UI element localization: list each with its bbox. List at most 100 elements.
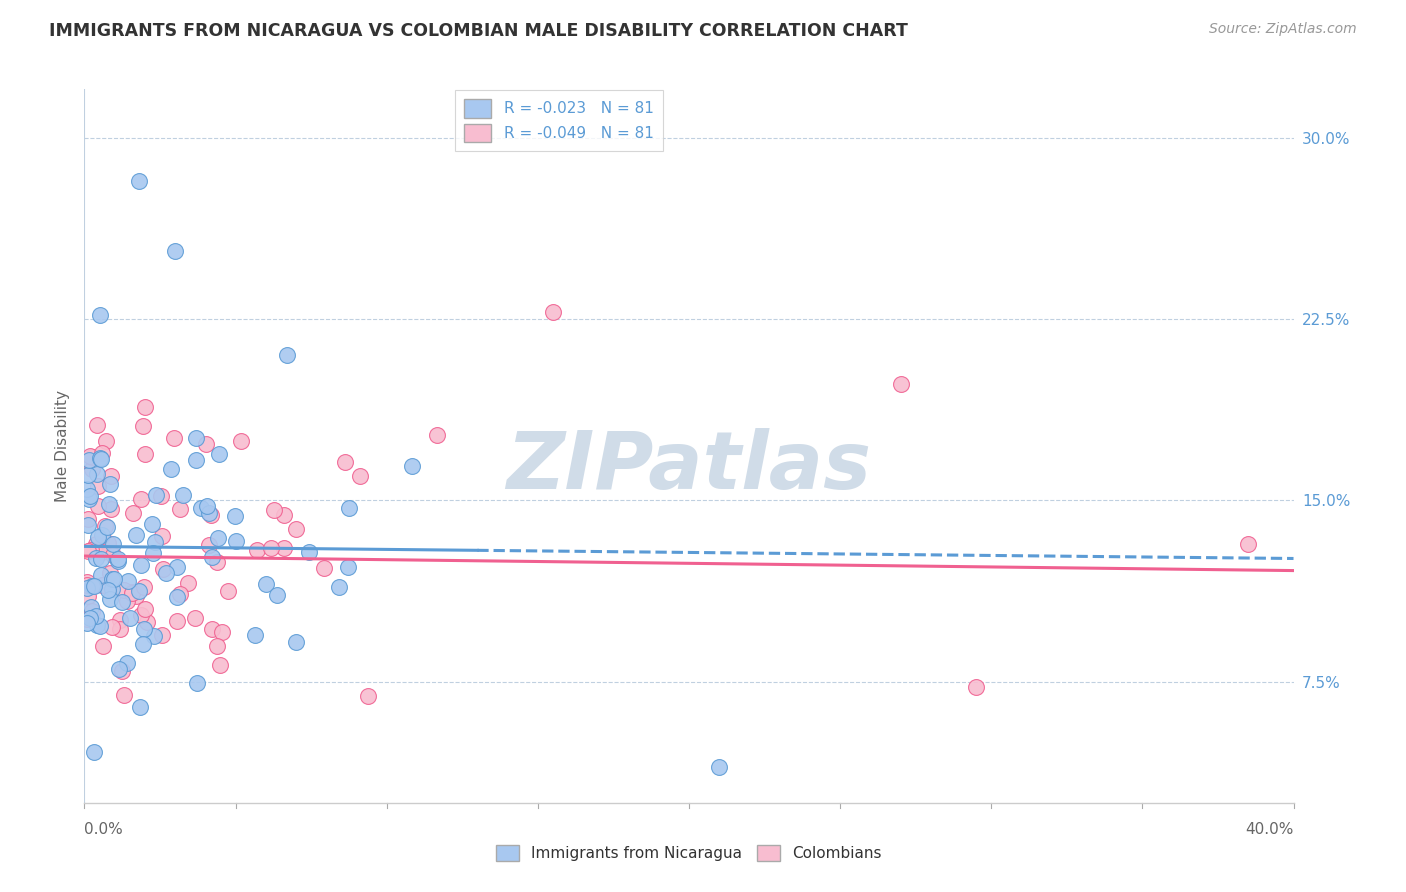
Point	[150, 528, 173, 542]
Point	[114, 688, 136, 702]
Point	[243, 628, 266, 642]
Text: Source: ZipAtlas.com: Source: ZipAtlas.com	[1209, 22, 1357, 37]
Point	[79, 453, 101, 467]
Point	[136, 615, 159, 629]
Point	[91, 541, 114, 556]
Point	[186, 676, 208, 690]
Point	[263, 503, 285, 517]
Point	[207, 555, 229, 569]
Point	[541, 304, 564, 318]
Point	[79, 610, 101, 624]
Point	[91, 639, 114, 653]
Point	[100, 468, 122, 483]
Point	[125, 528, 148, 542]
Point	[190, 500, 212, 515]
Point	[90, 446, 112, 460]
Point	[132, 580, 155, 594]
Point	[273, 541, 295, 555]
Point	[80, 600, 103, 615]
Point	[122, 506, 145, 520]
Point	[76, 581, 98, 595]
Point	[208, 447, 231, 461]
Point	[100, 591, 122, 606]
Point	[145, 488, 167, 502]
Point	[90, 545, 112, 559]
Point	[86, 617, 108, 632]
Point	[87, 499, 110, 513]
Point	[86, 467, 108, 481]
Point	[90, 568, 112, 582]
Point	[349, 469, 371, 483]
Point	[225, 534, 247, 549]
Point	[890, 377, 912, 392]
Point	[89, 308, 111, 322]
Point	[177, 575, 200, 590]
Point	[93, 519, 115, 533]
Point	[90, 552, 112, 566]
Point	[128, 174, 150, 188]
Point	[1237, 537, 1260, 551]
Point	[103, 572, 125, 586]
Y-axis label: Male Disability: Male Disability	[55, 390, 70, 502]
Point	[87, 530, 110, 544]
Point	[86, 418, 108, 433]
Point	[198, 506, 221, 520]
Point	[100, 477, 122, 491]
Point	[120, 610, 142, 624]
Text: 0.0%: 0.0%	[84, 822, 124, 838]
Point	[273, 508, 295, 523]
Point	[201, 622, 224, 636]
Point	[77, 543, 100, 558]
Point	[80, 450, 103, 464]
Point	[91, 528, 114, 542]
Point	[211, 625, 233, 640]
Point	[101, 572, 124, 586]
Point	[129, 608, 152, 623]
Point	[149, 489, 172, 503]
Point	[333, 455, 356, 469]
Point	[155, 566, 177, 581]
Point	[110, 595, 132, 609]
Point	[97, 583, 120, 598]
Point	[90, 451, 112, 466]
Point	[100, 502, 122, 516]
Point	[709, 759, 731, 773]
Point	[195, 436, 218, 450]
Point	[115, 656, 138, 670]
Point	[163, 431, 186, 445]
Point	[101, 537, 124, 551]
Point	[298, 544, 321, 558]
Point	[100, 582, 122, 596]
Point	[98, 497, 121, 511]
Point	[142, 629, 165, 643]
Point	[143, 535, 166, 549]
Point	[356, 689, 378, 703]
Point	[96, 434, 118, 448]
Point	[76, 616, 98, 631]
Point	[276, 348, 298, 362]
Text: 40.0%: 40.0%	[1246, 822, 1294, 838]
Point	[80, 604, 103, 618]
Point	[129, 558, 152, 572]
Point	[426, 428, 449, 442]
Point	[195, 499, 218, 513]
Point	[121, 585, 143, 599]
Point	[79, 489, 101, 503]
Point	[121, 586, 143, 600]
Point	[200, 508, 222, 522]
Point	[132, 637, 155, 651]
Point	[107, 553, 129, 567]
Point	[86, 479, 108, 493]
Point	[77, 491, 100, 506]
Point	[76, 511, 98, 525]
Point	[166, 614, 188, 628]
Point	[80, 462, 103, 476]
Text: ZIPatlas: ZIPatlas	[506, 428, 872, 507]
Point	[96, 520, 118, 534]
Point	[125, 589, 148, 603]
Point	[209, 658, 232, 673]
Point	[169, 502, 191, 516]
Point	[260, 541, 283, 556]
Point	[100, 619, 122, 633]
Point	[184, 611, 207, 625]
